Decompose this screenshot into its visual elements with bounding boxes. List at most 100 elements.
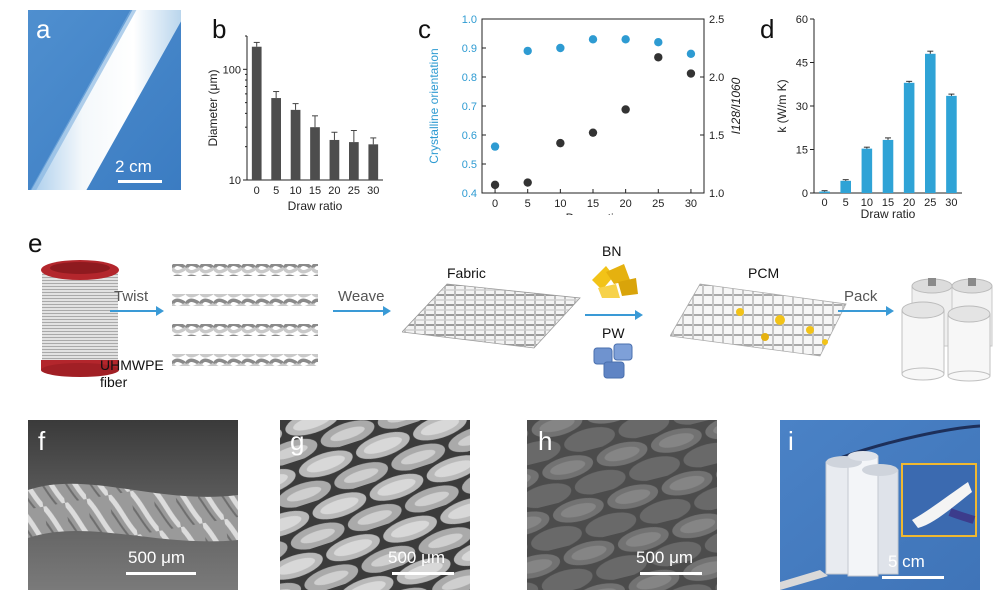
weave-label: Weave bbox=[338, 288, 385, 305]
fiber-spool-illustration bbox=[41, 260, 119, 377]
y-left-tick-label: 0.5 bbox=[462, 159, 477, 171]
y-left-tick-label: 1.0 bbox=[462, 14, 477, 26]
twisted-yarns-illustration bbox=[172, 264, 318, 366]
bar bbox=[882, 139, 894, 193]
plot-frame bbox=[481, 18, 705, 194]
panel-label-i: i bbox=[788, 426, 794, 456]
x-tick-label: 0 bbox=[822, 197, 828, 209]
orientation-point bbox=[588, 35, 598, 44]
panel-label-h: h bbox=[538, 426, 553, 456]
orientation-point bbox=[621, 35, 630, 44]
x-tick-label: 25 bbox=[924, 197, 936, 209]
y-left-axis-title: Crystalline orientation bbox=[427, 48, 441, 163]
pack-arrow bbox=[838, 306, 894, 316]
x-tick-label: 5 bbox=[273, 185, 279, 197]
x-tick-label: 15 bbox=[309, 185, 321, 197]
panel-label-d: d bbox=[760, 14, 775, 44]
chart-d: 0 15 30 45 60 0 5 10 15 20 25 30 Draw ratio k (W/m K) bbox=[775, 14, 962, 220]
photo-i bbox=[780, 420, 980, 590]
x-tick-label: 5 bbox=[525, 198, 531, 210]
bar bbox=[271, 98, 281, 180]
fiber-label-2: fiber bbox=[100, 374, 128, 390]
panel-label-e: e bbox=[28, 228, 43, 258]
packed-cells-illustration bbox=[901, 278, 993, 382]
transfer-arrow bbox=[585, 310, 643, 320]
fabric-illustration bbox=[402, 283, 581, 349]
chart-b: 10 100 0 5 10 15 20 25 30 Draw ratio Diameter (μm) bbox=[206, 35, 383, 212]
y-right-axis-title: I128/I1060 bbox=[729, 77, 740, 134]
panel-label-b: b bbox=[212, 14, 227, 44]
y-tick-label: 100 bbox=[223, 64, 241, 76]
x-tick-label: 10 bbox=[289, 185, 301, 197]
x-tick-label: 15 bbox=[882, 197, 894, 209]
weave-arrow bbox=[333, 306, 391, 316]
x-tick-label: 0 bbox=[254, 185, 260, 197]
ratio-point bbox=[654, 53, 663, 62]
y-left-tick-label: 0.9 bbox=[462, 43, 477, 55]
fiber-label-1: UHMWPE bbox=[100, 357, 164, 373]
y-tick-label: 60 bbox=[796, 14, 808, 26]
ratio-point bbox=[686, 69, 696, 78]
chart-c: 0.4 0.5 0.6 0.7 0.8 0.9 1.0 1.0 1.5 2.0 2.5 0 5 10 15 2… bbox=[427, 14, 740, 215]
y-right-tick-label: 2.5 bbox=[709, 14, 724, 26]
y-tick-label: 15 bbox=[796, 145, 808, 157]
y-left-tick-label: 0.7 bbox=[462, 101, 477, 113]
y-right-tick-label: 1.0 bbox=[709, 188, 724, 200]
y-left-tick-label: 0.4 bbox=[462, 188, 477, 200]
panel-label-g: g bbox=[290, 426, 305, 456]
x-tick-label: 20 bbox=[328, 185, 340, 197]
scale-bar-h bbox=[640, 572, 702, 575]
scale-bar-g bbox=[392, 572, 454, 575]
sem-image-f bbox=[28, 420, 238, 590]
bar bbox=[840, 180, 851, 193]
pack-label: Pack bbox=[844, 288, 878, 305]
orientation-point bbox=[556, 43, 565, 53]
fabric-label: Fabric bbox=[447, 265, 486, 281]
x-tick-label: 30 bbox=[367, 185, 379, 197]
bar bbox=[925, 53, 936, 193]
ratio-point bbox=[556, 138, 565, 148]
x-tick-label: 30 bbox=[945, 197, 957, 209]
x-tick-label: 20 bbox=[620, 198, 632, 210]
x-tick-label: 10 bbox=[554, 198, 566, 210]
photo-a-image bbox=[28, 10, 181, 190]
bar bbox=[903, 82, 915, 193]
orientation-point bbox=[490, 142, 500, 151]
x-tick-label: 0 bbox=[492, 198, 498, 210]
bar bbox=[819, 191, 830, 193]
panel-label-a: a bbox=[36, 14, 51, 44]
x-axis-title: Draw ratio bbox=[566, 211, 621, 215]
x-tick-label: 30 bbox=[685, 198, 697, 210]
ratio-point bbox=[588, 128, 598, 137]
pcm-label: PCM bbox=[748, 265, 780, 281]
y-tick-label: 10 bbox=[229, 175, 241, 187]
photo-a bbox=[28, 10, 181, 190]
bn-flakes-icon bbox=[592, 264, 638, 298]
scale-label-i: 5 cm bbox=[888, 552, 925, 571]
x-axis-title: Draw ratio bbox=[288, 199, 343, 212]
y-tick-label: 0 bbox=[802, 188, 808, 200]
bar bbox=[861, 148, 873, 193]
bn-label: BN bbox=[602, 243, 622, 259]
y-left-tick-label: 0.6 bbox=[462, 130, 477, 142]
sem-image-h bbox=[527, 420, 717, 590]
y-left-tick-label: 0.8 bbox=[462, 72, 477, 84]
scale-label-g: 500 μm bbox=[388, 548, 446, 567]
orientation-point bbox=[686, 49, 696, 58]
pw-label: PW bbox=[602, 325, 625, 341]
scale-label-h: 500 μm bbox=[636, 548, 694, 567]
x-tick-label: 25 bbox=[652, 198, 664, 210]
x-tick-label: 20 bbox=[903, 197, 915, 209]
y-tick-label: 30 bbox=[796, 101, 808, 113]
x-tick-label: 15 bbox=[587, 198, 599, 210]
x-tick-label: 5 bbox=[843, 197, 849, 209]
orientation-point bbox=[523, 46, 532, 56]
scale-label-a: 2 cm bbox=[115, 157, 152, 176]
bar bbox=[290, 109, 301, 180]
ratio-point bbox=[490, 180, 500, 190]
scale-bar-a bbox=[118, 180, 162, 183]
scale-bar-i bbox=[882, 576, 944, 579]
pw-cubes-icon bbox=[593, 343, 633, 379]
scale-bar-f bbox=[126, 572, 196, 575]
ratio-point bbox=[523, 178, 532, 187]
